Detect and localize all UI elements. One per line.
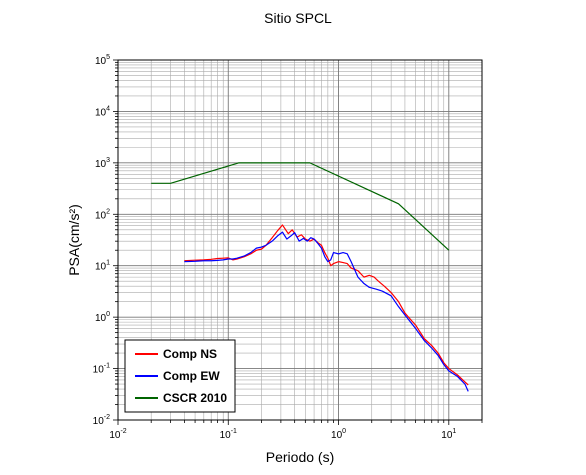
tick-label: 102	[95, 208, 110, 221]
y-axis-label: PSA(cm/s²)	[66, 204, 82, 276]
tick-label: 10-1	[220, 428, 237, 441]
tick-label: 100	[95, 311, 110, 324]
chart-title: Sitio SPCL	[264, 10, 332, 26]
y-axis-ticks: 10-2 10-1 100 101 102 103 104 105	[93, 54, 118, 427]
tick-label: 104	[95, 105, 110, 118]
tick-label: 103	[95, 157, 110, 170]
legend-label: Comp EW	[163, 369, 220, 383]
tick-label: 101	[95, 260, 110, 273]
tick-label: 101	[441, 428, 456, 441]
tick-label: 105	[95, 54, 110, 67]
tick-label: 100	[331, 428, 346, 441]
tick-label: 10-2	[93, 414, 110, 427]
series-layer	[151, 162, 469, 392]
legend: Comp NS Comp EW CSCR 2010	[124, 339, 236, 413]
x-axis-label: Periodo (s)	[266, 449, 334, 465]
series-line-2	[184, 231, 469, 392]
grid-minor	[118, 60, 483, 420]
legend-label: Comp NS	[163, 347, 217, 361]
series-line-1	[184, 224, 469, 386]
tick-label: 10-2	[109, 428, 126, 441]
plot-frame	[117, 59, 483, 421]
tick-label: 10-1	[93, 363, 110, 376]
legend-label: CSCR 2010	[163, 391, 227, 405]
series-line-3	[151, 162, 450, 251]
x-axis-ticks: 10-2 10-1 100 101	[109, 420, 483, 441]
